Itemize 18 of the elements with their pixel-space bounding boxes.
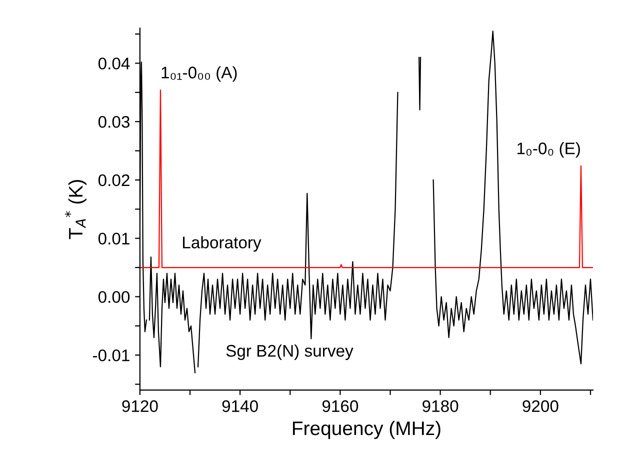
- x-tick-label: 9160: [322, 400, 358, 412]
- y-tick-label: 0.00: [98, 291, 130, 303]
- x-tick-label: 9200: [522, 400, 558, 412]
- y-tick-label: -0.01: [92, 349, 130, 362]
- series-label: Sgr B2(N) survey: [226, 344, 354, 360]
- y-tick-label: 0.04: [98, 58, 130, 70]
- y-tick-label: 0.02: [98, 174, 130, 186]
- annotation: 1₀-0₀ (E): [517, 142, 580, 158]
- series-label: Laboratory: [183, 236, 262, 252]
- annotation: 1₀₁-0₀₀ (A): [162, 66, 237, 82]
- x-tick-label: 9120: [122, 400, 158, 412]
- y-axis-title: T$_{A}$$^{*}$ (K): [64, 180, 86, 240]
- line-series: [140, 90, 593, 268]
- x-tick-label: 9140: [222, 400, 258, 412]
- x-tick-label: 9180: [422, 400, 458, 412]
- x-axis-title: Frequency (MHz): [292, 420, 440, 440]
- y-tick-label: 0.01: [98, 232, 130, 245]
- y-tick-label: 0.03: [98, 116, 130, 128]
